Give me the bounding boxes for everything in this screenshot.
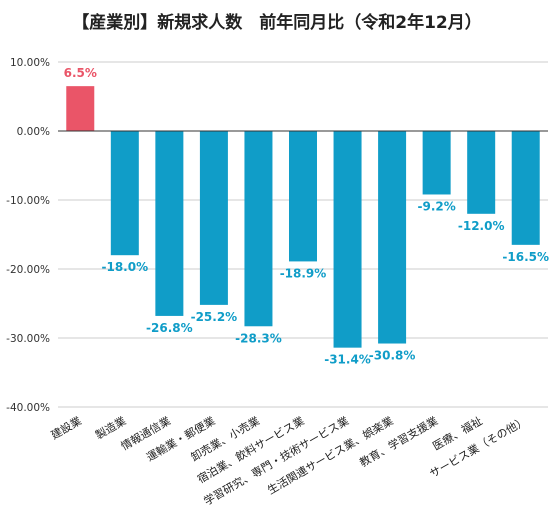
data-label: -31.4% — [324, 353, 371, 367]
y-axis-ticks: 10.00% 0.00% -10.00% -20.00% -30.00% -40.00% — [6, 57, 50, 414]
bar — [378, 131, 407, 344]
y-tick-label: -30.00% — [6, 333, 50, 345]
bar — [199, 131, 228, 305]
y-tick-label: -40.00% — [6, 402, 50, 414]
data-label: -16.5% — [502, 250, 549, 264]
x-axis-categories: 建設業 製造業情報通信業運輸業・郵便業卸売業、小売業宿泊業、飲料サービス業学習研究… — [48, 413, 529, 508]
bars — [66, 86, 540, 348]
data-label: -25.2% — [191, 310, 238, 324]
data-label: 6.5% — [64, 66, 97, 80]
data-label: -9.2% — [418, 199, 456, 213]
data-label: -18.0% — [102, 260, 149, 274]
chart-title: 【産業別】新規求人数 前年同月比（令和2年12月） — [72, 13, 482, 33]
data-labels: 6.5% -18.0% -26.8%-25.2% -28.3% -18.9% -31.4%… — [64, 66, 549, 367]
bar — [110, 131, 139, 256]
bar — [422, 131, 451, 195]
bar — [66, 86, 95, 131]
bar — [244, 131, 273, 327]
y-tick-label: 0.00% — [17, 126, 50, 138]
data-label: -18.9% — [280, 266, 327, 280]
category-label: 製造業 — [93, 413, 129, 442]
bar — [289, 131, 317, 262]
category-label: 教育、学習支援業 — [357, 413, 440, 469]
y-tick-label: -10.00% — [6, 195, 50, 207]
bar — [333, 131, 362, 348]
category-label: 建設業 — [48, 413, 84, 442]
bar — [511, 131, 540, 245]
data-label: -26.8% — [146, 321, 193, 335]
y-tick-label: -20.00% — [6, 264, 50, 276]
data-label: -30.8% — [369, 349, 416, 363]
y-tick-label: 10.00% — [10, 57, 50, 69]
data-label: -12.0% — [458, 219, 505, 233]
data-label: -28.3% — [235, 331, 282, 345]
bar — [467, 131, 496, 214]
bar — [155, 131, 184, 316]
